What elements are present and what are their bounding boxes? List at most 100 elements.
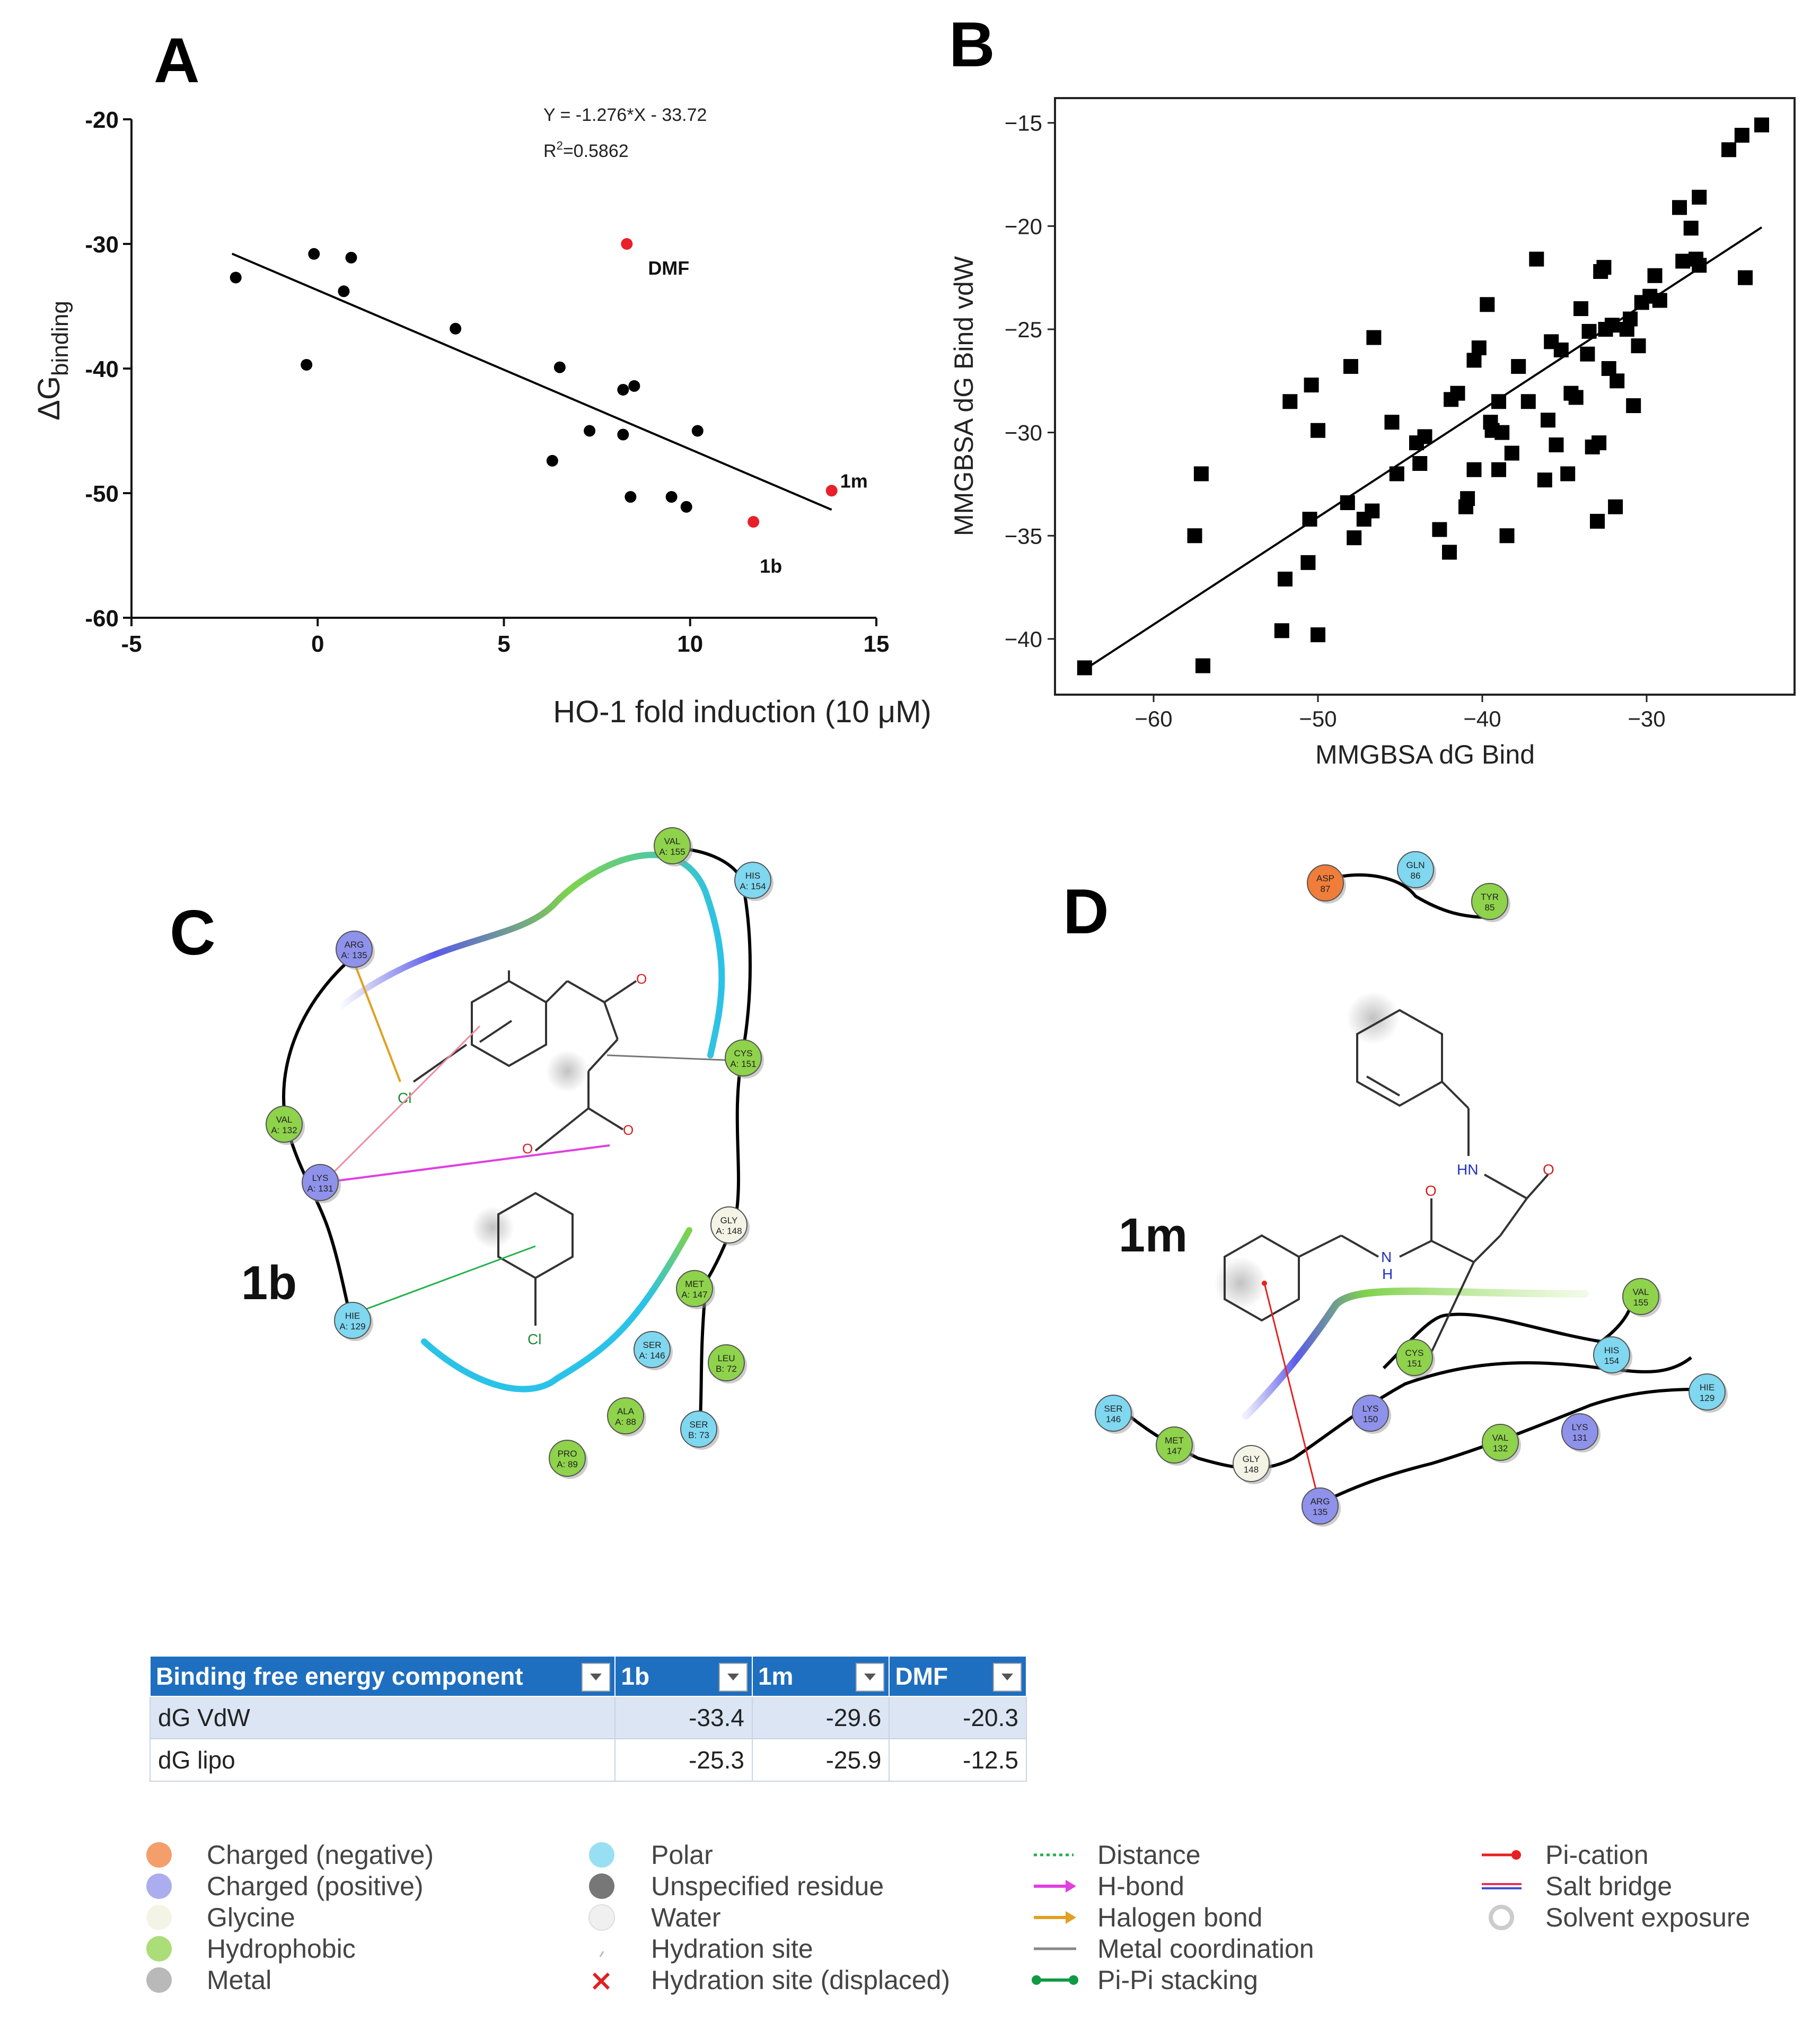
x-tick-label: −60 xyxy=(1135,706,1172,731)
residue-number: A: 147 xyxy=(681,1290,707,1300)
data-point xyxy=(450,322,462,335)
data-point xyxy=(1302,512,1317,527)
legend-charged-negative-swatch xyxy=(146,1842,172,1868)
panel-a-axes: -5 0 5 10 15-60-50-40-30-20 xyxy=(85,107,889,657)
residue-name: VAL xyxy=(276,1115,293,1125)
header-label: Binding free energy component xyxy=(156,1662,523,1690)
residue-number: 135 xyxy=(1313,1507,1327,1517)
bond xyxy=(1341,1234,1379,1258)
table-header-dmf[interactable]: DMF xyxy=(889,1656,1027,1697)
residue-disc xyxy=(1561,1413,1598,1450)
table-header-1m[interactable]: 1m xyxy=(751,1656,890,1697)
data-point xyxy=(1384,415,1400,430)
legend-metal-swatch xyxy=(146,1967,172,1993)
table-header-1b[interactable]: 1b xyxy=(614,1656,753,1697)
y-tick-label: −35 xyxy=(1005,523,1042,548)
residue-number: A: 155 xyxy=(659,847,685,857)
data-point xyxy=(1734,128,1749,143)
x-tick-label: −40 xyxy=(1463,706,1501,731)
y-tick-label: -20 xyxy=(85,107,119,133)
residue-disc xyxy=(266,1106,303,1143)
data-point xyxy=(1604,318,1620,333)
legend-water: Water xyxy=(651,1903,721,1932)
legend-hydrophobic: Hydrophobic xyxy=(207,1934,356,1964)
data-point xyxy=(308,248,320,260)
filter-dropdown-icon[interactable] xyxy=(993,1663,1022,1692)
legend-hbond-arrow xyxy=(1066,1880,1076,1893)
data-point xyxy=(1343,359,1358,374)
cell-1b: -25.3 xyxy=(614,1738,753,1782)
data-point xyxy=(665,491,678,503)
data-point xyxy=(1499,528,1515,544)
residue-disc xyxy=(676,1270,713,1307)
residue-name: LEU xyxy=(717,1353,735,1363)
residue-name: VAL xyxy=(1633,1287,1649,1297)
panel-b-label: B xyxy=(949,9,995,80)
bond xyxy=(545,980,568,1003)
atom-nh-h: H xyxy=(1382,1266,1393,1282)
residue-name: MET xyxy=(1165,1435,1184,1446)
data-point xyxy=(1592,435,1607,451)
data-point xyxy=(1480,297,1495,312)
filter-dropdown-icon[interactable] xyxy=(856,1663,885,1692)
data-point xyxy=(1282,394,1298,409)
data-point xyxy=(1366,330,1382,345)
solvent-exposure-spot xyxy=(546,1050,588,1092)
residue-number: B: 73 xyxy=(688,1430,709,1440)
data-point xyxy=(1466,462,1482,477)
atom-o-1: O xyxy=(1543,1161,1554,1178)
residue-number: A: 148 xyxy=(716,1226,742,1236)
bond xyxy=(534,1107,590,1152)
panel-d-interaction-diagram: D HN N H O O xyxy=(1063,851,1728,1527)
data-point xyxy=(1520,394,1536,409)
y-tick-label: -30 xyxy=(85,232,119,258)
atom-cl-top: Cl xyxy=(398,1090,411,1106)
residue-name: HIE xyxy=(1700,1382,1715,1393)
residue-name: GLY xyxy=(720,1215,738,1225)
data-point xyxy=(1193,466,1209,481)
data-point xyxy=(691,425,704,437)
pi-pi-stacking-line xyxy=(349,1245,536,1316)
data-point xyxy=(1442,545,1457,560)
y-tick-label: −40 xyxy=(1005,627,1042,652)
filter-dropdown-icon[interactable] xyxy=(718,1663,748,1692)
residue-name: SER xyxy=(643,1340,662,1350)
solvent-exposure-spot xyxy=(1347,992,1400,1045)
legend-solvent-exposure: Solvent exposure xyxy=(1545,1903,1750,1932)
atom-o-2: O xyxy=(1425,1183,1437,1199)
residue-disc xyxy=(1471,883,1508,920)
highlighted-data-point xyxy=(621,238,633,250)
legend-polar: Polar xyxy=(651,1840,713,1870)
x-tick-label: 10 xyxy=(677,631,703,657)
data-point xyxy=(1683,221,1699,236)
panel-a-label: A xyxy=(154,25,200,96)
table-header-row: Binding free energy component 1b 1m DMF xyxy=(149,1656,1027,1697)
residue-number: A: 154 xyxy=(740,881,766,891)
data-point xyxy=(1537,472,1552,488)
residue-name: TYR xyxy=(1481,892,1499,902)
ring-double-bond xyxy=(479,1020,513,1043)
residue-name: LYS xyxy=(1572,1422,1588,1432)
legend-charged-positive-swatch xyxy=(146,1873,172,1899)
residue-disc xyxy=(1302,1487,1339,1525)
panel-a-r2: R2=0.5862 xyxy=(543,139,629,161)
panel-b-chart: B −60 −50 −40 −30 −15 −20 −25 −30 −35 −40 MMGBSA … xyxy=(949,9,1796,769)
ligand-1m-label: 1m xyxy=(1119,1209,1188,1262)
legend-salt-bridge: Salt bridge xyxy=(1545,1871,1672,1901)
table-header-component[interactable]: Binding free energy component xyxy=(149,1656,616,1697)
legend-metal-coordination: Metal coordination xyxy=(1097,1934,1314,1964)
ligand-1m-structure xyxy=(1224,1009,1549,1353)
residue-disc xyxy=(1396,1339,1433,1376)
residue-disc xyxy=(1397,851,1434,888)
filter-dropdown-icon[interactable] xyxy=(582,1663,611,1692)
residue-number: A: 135 xyxy=(341,950,367,960)
residue-disc xyxy=(607,1397,644,1434)
